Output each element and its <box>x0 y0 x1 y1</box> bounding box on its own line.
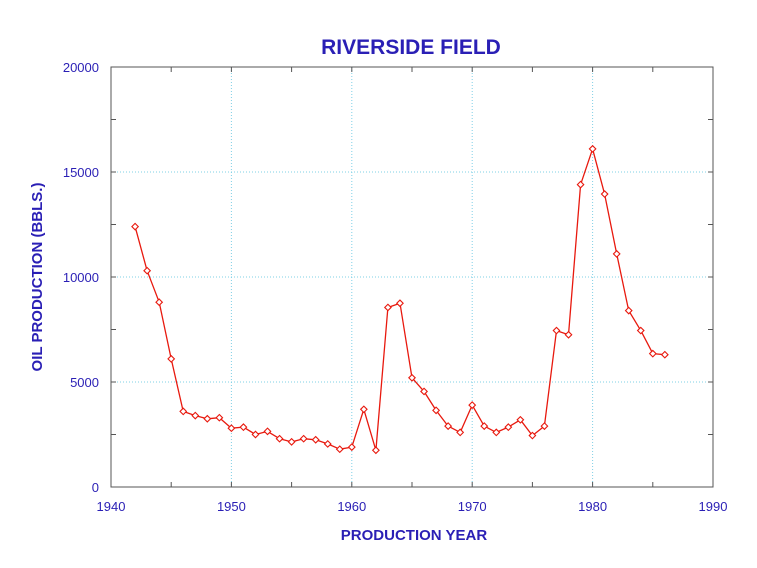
x-tick-label: 1960 <box>337 499 366 514</box>
y-tick-label: 5000 <box>70 375 99 390</box>
x-axis-ticks: 1940 1950 1960 1970 1980 1990 <box>97 67 728 514</box>
y-tick-label: 15000 <box>63 165 99 180</box>
data-point-marker <box>588 144 597 153</box>
data-point-marker <box>504 423 513 432</box>
data-point-marker <box>143 266 152 275</box>
data-point-marker <box>227 424 236 433</box>
data-point-marker <box>408 373 416 382</box>
data-point-marker <box>251 430 260 439</box>
data-point-marker <box>432 406 441 415</box>
data-point-marker <box>552 326 561 335</box>
data-point-marker <box>167 354 176 363</box>
gridlines <box>111 67 713 487</box>
data-point-marker <box>347 443 356 452</box>
data-point-marker <box>528 431 537 440</box>
x-tick-label: 1970 <box>458 499 487 514</box>
data-point-marker <box>275 434 284 443</box>
data-point-marker <box>516 415 525 424</box>
data-point-marker <box>444 422 453 431</box>
data-point-marker <box>215 413 224 422</box>
data-point-marker <box>456 428 465 437</box>
data-point-marker <box>624 306 633 315</box>
data-point-marker <box>263 427 272 436</box>
data-point-marker <box>420 387 429 396</box>
data-point-marker <box>155 298 164 307</box>
data-point-marker <box>191 411 200 420</box>
chart-title: RIVERSIDE FIELD <box>321 36 501 59</box>
y-axis-label: OIL PRODUCTION (BBLS.) <box>29 183 46 372</box>
data-point-marker <box>564 330 573 339</box>
data-point-marker <box>371 446 380 455</box>
data-point-marker <box>648 349 657 358</box>
y-tick-label: 10000 <box>63 270 99 285</box>
data-point-marker <box>131 222 140 231</box>
data-point-marker <box>287 437 296 446</box>
x-tick-label: 1990 <box>699 499 728 514</box>
data-point-marker <box>395 299 404 308</box>
data-point-marker <box>239 423 248 432</box>
x-tick-label: 1940 <box>97 499 126 514</box>
x-axis-label: PRODUCTION YEAR <box>341 527 488 544</box>
data-point-marker <box>359 405 368 414</box>
data-point-marker <box>323 439 332 448</box>
data-point-marker <box>492 428 501 437</box>
data-point-marker <box>383 303 392 312</box>
data-point-marker <box>203 414 212 423</box>
y-tick-label: 0 <box>92 480 99 495</box>
data-point-marker <box>612 249 621 258</box>
y-tick-label: 20000 <box>63 60 99 75</box>
x-tick-label: 1980 <box>578 499 607 514</box>
data-point-marker <box>480 422 489 431</box>
data-point-marker <box>179 407 188 416</box>
data-point-marker <box>335 445 344 454</box>
data-point-marker <box>636 326 645 335</box>
data-point-marker <box>540 422 549 431</box>
data-point-marker <box>600 190 609 199</box>
x-tick-label: 1950 <box>217 499 246 514</box>
data-point-marker <box>299 434 308 443</box>
series-layer <box>131 144 669 455</box>
data-point-marker <box>660 350 669 359</box>
y-axis-ticks: 0 5000 10000 15000 20000 <box>63 60 713 495</box>
data-point-marker <box>468 401 477 410</box>
data-point-marker <box>311 435 320 444</box>
data-point-marker <box>576 180 585 189</box>
